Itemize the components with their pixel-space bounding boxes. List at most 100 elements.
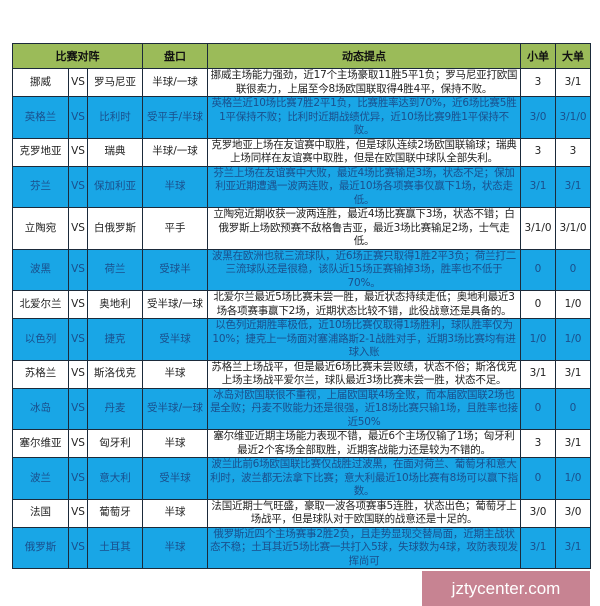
table-row: 立陶宛 VS 白俄罗斯 平手 立陶宛近期收获一波两连胜，最近4场比赛赢下3场，状态不错；… [12,207,592,250]
notes: 塞尔维亚近期主场能力表现不错，最近6个主场仅输了1场；匈牙利最近2个客场全部取胜… [207,429,522,458]
small-pick: 0 [520,290,557,319]
handicap: 半球/一球 [142,68,209,97]
vs-label: VS [68,457,88,500]
table-row: 俄罗斯 VS 土耳其 半球 俄罗斯近四个主场赛事2胜2负，且走势显现交替局面，近期主战状… [12,526,592,569]
notes: 英格兰近10场比赛7胜2平1负，比赛胜率达到70%，近6场比赛5胜1平保持不败；… [207,96,522,139]
header-small: 小单 [520,43,557,69]
header-notes: 动态提点 [207,43,522,69]
big-pick: 3/1/0 [555,207,592,250]
notes: 苏格兰上场战平，但是最近6场比赛未尝败绩，状态不俗；斯洛伐克上场主场战平爱尔兰，… [207,359,522,389]
home-team: 克罗地亚 [12,137,69,167]
header-big: 大单 [555,43,592,69]
table-row: 挪威 VS 罗马尼亚 半球/一球 挪威主场能力强劲，近17个主场豪取11胜5平1负；罗马… [12,68,592,97]
handicap: 半球 [142,429,209,458]
away-team: 葡萄牙 [86,498,144,528]
handicap: 受半球/一球 [142,387,209,430]
table-header: 比赛对阵 盘口 动态提点 小单 大单 [11,43,592,69]
handicap: 半球 [142,498,209,528]
table-row: 以色列 VS 捷克 受半球 以色列近期胜率极低，近10场比赛仅取得1场胜利，球队胜率仅为… [12,318,592,361]
prediction-table: 比赛对阵 盘口 动态提点 小单 大单 挪威 VS 罗马尼亚 半球/一球 挪威主场能力强劲… [11,43,592,569]
big-pick: 1/0 [555,457,592,500]
vs-label: VS [68,207,88,250]
big-pick: 0 [555,248,592,291]
handicap: 受平手/半球 [142,96,209,139]
away-team: 意大利 [86,457,144,500]
handicap: 受半球 [142,457,209,500]
watermark: jztycenter.com [422,571,590,606]
home-team: 法国 [12,498,69,528]
home-team: 芬兰 [12,165,69,208]
small-pick: 3/1/0 [520,207,557,250]
table-row: 冰岛 VS 丹麦 受半球/一球 冰岛对欧国联很不重视，上届欧国联4场全败，而本届欧国联2… [12,387,592,430]
notes: 以色列近期胜率极低，近10场比赛仅取得1场胜利，球队胜率仅为10%；捷克上一场面… [207,318,522,361]
notes: 挪威主场能力强劲，近17个主场豪取11胜5平1负；罗马尼亚打欧国联很卖力，上届至… [207,68,522,97]
home-team: 冰岛 [12,387,69,430]
table-row: 波兰 VS 意大利 受半球 波兰此前6场欧国联比赛仅战胜过波黑，在面对荷兰、葡萄牙和意大… [12,457,592,500]
table-row: 塞尔维亚 VS 匈牙利 半球 塞尔维亚近期主场能力表现不错，最近6个主场仅输了1场；匈牙… [12,429,592,458]
away-team: 白俄罗斯 [86,207,144,250]
small-pick: 3 [520,137,557,167]
home-team: 立陶宛 [12,207,69,250]
away-team: 捷克 [86,318,144,361]
vs-label: VS [68,165,88,208]
home-team: 塞尔维亚 [12,429,69,458]
vs-label: VS [68,526,88,569]
vs-label: VS [68,429,88,458]
away-team: 罗马尼亚 [86,68,144,97]
small-pick: 3 [520,68,557,97]
big-pick: 3 [555,137,592,167]
home-team: 波黑 [12,248,69,291]
notes: 俄罗斯近四个主场赛事2胜2负，且走势显现交替局面，近期主战状态不稳；土耳其近5场… [207,526,522,569]
notes: 立陶宛近期收获一波两连胜，最近4场比赛赢下3场，状态不错；白俄罗斯上场欧预赛不敌… [207,207,522,250]
big-pick: 3/0 [555,498,592,528]
away-team: 比利时 [86,96,144,139]
notes: 北爱尔兰最近5场比赛未尝一胜，最近状态持续走低；奥地利最近3场各项赛事赢下2场，… [207,290,522,319]
big-pick: 3/1/0 [555,96,592,139]
home-team: 俄罗斯 [12,526,69,569]
big-pick: 3/1 [555,68,592,97]
big-pick: 1/0 [555,290,592,319]
vs-label: VS [68,387,88,430]
home-team: 北爱尔兰 [12,290,69,319]
vs-label: VS [68,359,88,389]
home-team: 以色列 [12,318,69,361]
small-pick: 0 [520,387,557,430]
notes: 冰岛对欧国联很不重视，上届欧国联4场全败，而本届欧国联2场也是全败；丹麦不败能力… [207,387,522,430]
handicap: 半球 [142,165,209,208]
vs-label: VS [68,248,88,291]
big-pick: 3/1 [555,165,592,208]
table-row: 法国 VS 葡萄牙 半球 法国近期士气旺盛，豪取一波各项赛事5连胜，状态出色；葡萄牙上场… [12,498,592,528]
small-pick: 0 [520,457,557,500]
small-pick: 3 [520,429,557,458]
notes: 克罗地亚上场在友谊赛中取胜，但是球队连续2场欧国联输球；瑞典上场同样在友谊赛中取… [207,137,522,167]
handicap: 受半球/一球 [142,290,209,319]
table-row: 北爱尔兰 VS 奥地利 受半球/一球 北爱尔兰最近5场比赛未尝一胜，最近状态持续走低；奥… [12,290,592,319]
vs-label: VS [68,290,88,319]
home-team: 英格兰 [12,96,69,139]
away-team: 斯洛伐克 [86,359,144,389]
big-pick: 1/0 [555,318,592,361]
away-team: 土耳其 [86,526,144,569]
big-pick: 3/1 [555,526,592,569]
away-team: 匈牙利 [86,429,144,458]
notes: 波黑在欧洲也就三流球队，近6场正赛只取得1胜2平3负；荷兰打二三流球队还是很稳，… [207,248,522,291]
table-row: 英格兰 VS 比利时 受平手/半球 英格兰近10场比赛7胜2平1负，比赛胜率达到70%，… [12,96,592,139]
big-pick: 3/1 [555,359,592,389]
handicap: 半球 [142,526,209,569]
handicap: 半球 [142,359,209,389]
small-pick: 3/1 [520,526,557,569]
handicap: 半球/一球 [142,137,209,167]
big-pick: 3/1 [555,429,592,458]
small-pick: 3/1 [520,165,557,208]
vs-label: VS [68,137,88,167]
notes: 法国近期士气旺盛，豪取一波各项赛事5连胜，状态出色；葡萄牙上场战平，但是球队对于… [207,498,522,528]
table-row: 克罗地亚 VS 瑞典 半球/一球 克罗地亚上场在友谊赛中取胜，但是球队连续2场欧国联输球… [12,137,592,167]
home-team: 波兰 [12,457,69,500]
notes: 芬兰上场在友谊赛中大败，最近4场比赛输足3场，状态不足；保加利亚近期遭遇一波两连… [207,165,522,208]
header-handicap: 盘口 [142,43,209,69]
small-pick: 3/0 [520,96,557,139]
notes: 波兰此前6场欧国联比赛仅战胜过波黑，在面对荷兰、葡萄牙和意大利时，波兰都无法拿下… [207,457,522,500]
header-match: 比赛对阵 [11,43,144,69]
away-team: 丹麦 [86,387,144,430]
small-pick: 3/1 [520,359,557,389]
